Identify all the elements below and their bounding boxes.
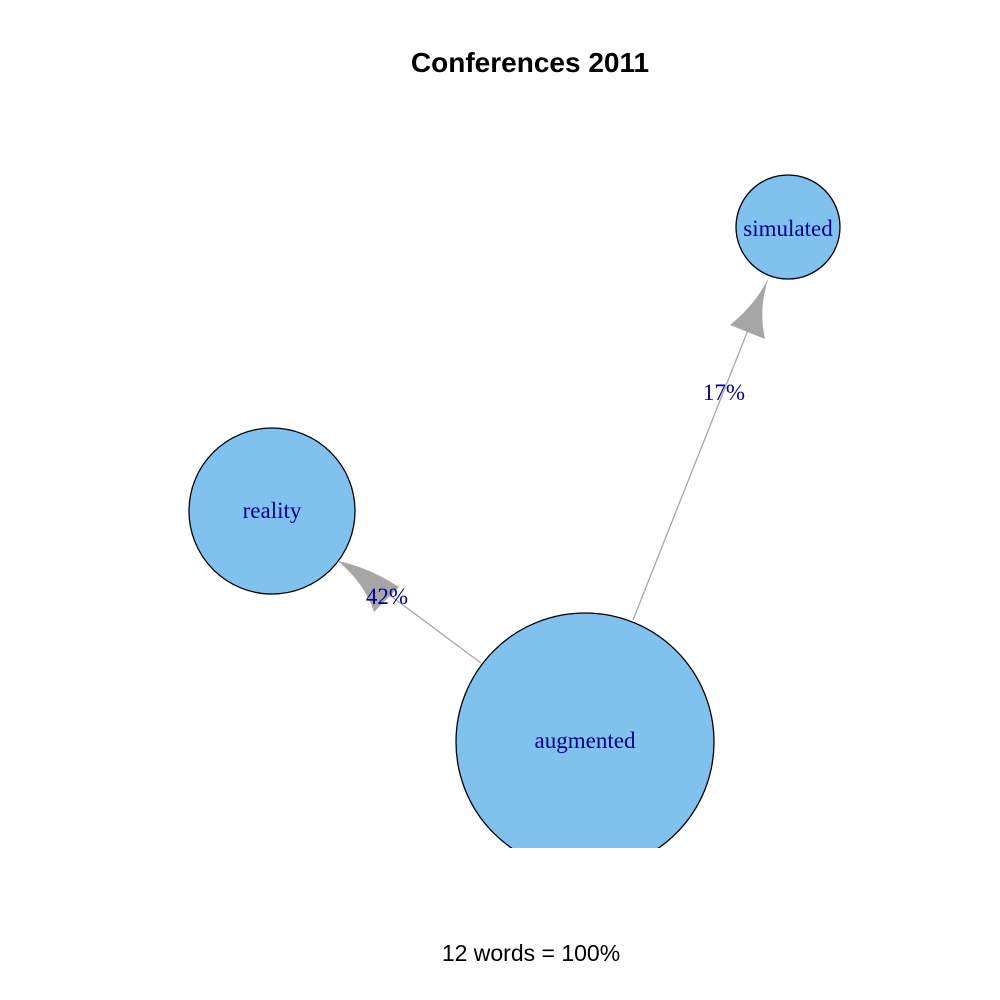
node-reality: reality (188, 427, 356, 595)
edge-label-augmented-simulated: 17% (703, 380, 745, 405)
edge-arrowhead-simulated (730, 277, 769, 339)
chart-caption: 12 words = 100% (442, 940, 620, 966)
node-label-simulated: simulated (743, 216, 833, 241)
edge-augmented-simulated: 17% (632, 277, 769, 621)
edge-label-augmented-reality: 42% (366, 584, 408, 609)
edge-line-augmented-reality (379, 587, 482, 664)
node-label-augmented: augmented (535, 728, 636, 753)
node-augmented: augmented (455, 612, 715, 848)
plot-area: 42% 17% reality simulated augmented (188, 174, 841, 848)
edge-augmented-reality: 42% (338, 561, 482, 664)
edge-line-augmented-simulated (632, 329, 749, 621)
chart-title: Conferences 2011 (411, 47, 649, 78)
node-label-reality: reality (243, 498, 302, 523)
node-circle-simulated (735, 174, 841, 280)
node-simulated: simulated (735, 174, 841, 280)
edge-arrowhead-reality (338, 561, 399, 612)
node-circle-reality (188, 427, 356, 595)
node-circle-augmented (455, 612, 715, 848)
